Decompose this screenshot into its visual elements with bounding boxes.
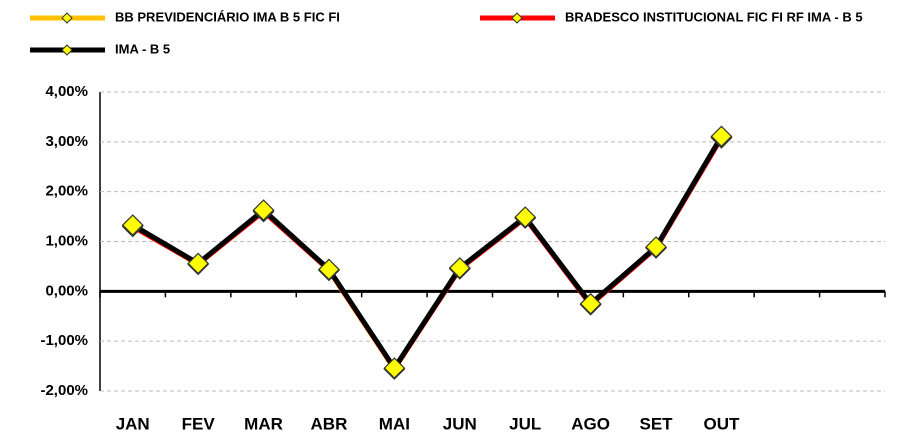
y-tick-label: -1,00%	[40, 332, 88, 349]
x-tick-label: AGO	[571, 414, 610, 433]
y-tick-label: 0,00%	[45, 282, 88, 299]
legend-label: BRADESCO INSTITUCIONAL FIC FI RF IMA - B…	[565, 9, 863, 24]
data-point	[252, 199, 275, 221]
x-tick-label: OUT	[704, 414, 741, 433]
y-tick-label: 1,00%	[45, 232, 88, 249]
series-line	[131, 135, 724, 371]
x-tick-label: JUL	[509, 414, 541, 433]
legend-marker	[61, 44, 73, 56]
x-tick-label: SET	[640, 414, 674, 433]
data-point	[514, 206, 537, 228]
legend-marker	[61, 12, 73, 24]
data-point	[121, 214, 144, 236]
x-tick-label: MAR	[244, 414, 283, 433]
legend-label: BB PREVIDENCIÁRIO IMA B 5 FIC FI	[115, 9, 340, 24]
y-tick-label: 4,00%	[45, 83, 88, 100]
data-point	[710, 125, 733, 148]
x-tick-label: JUN	[443, 414, 477, 433]
series-line	[131, 136, 724, 372]
x-tick-label: JAN	[116, 414, 150, 433]
legend-marker	[511, 12, 523, 24]
x-tick-label: MAI	[379, 414, 410, 433]
y-tick-label: 2,00%	[45, 183, 88, 200]
data-point	[187, 252, 209, 275]
data-point	[645, 236, 667, 258]
data-point	[448, 257, 471, 279]
y-tick-label: -2,00%	[40, 382, 88, 399]
series-line	[131, 135, 724, 372]
data-point	[579, 292, 602, 315]
data-point	[318, 258, 340, 281]
legend-label: IMA - B 5	[115, 41, 170, 56]
x-tick-label: ABR	[311, 414, 348, 433]
x-tick-label: FEV	[182, 414, 216, 433]
y-tick-label: 3,00%	[45, 133, 88, 150]
data-point	[383, 357, 406, 379]
